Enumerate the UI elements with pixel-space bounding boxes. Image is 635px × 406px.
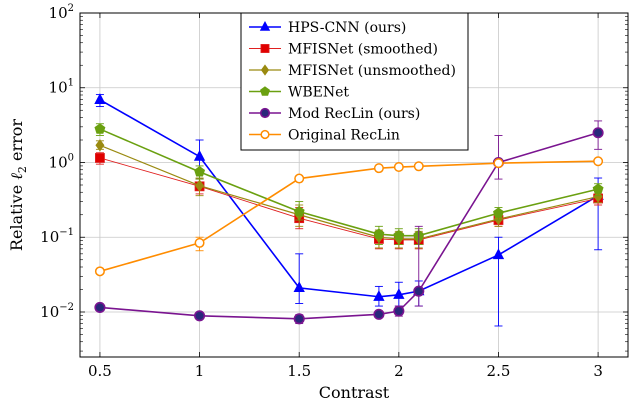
data-point-marker [393,162,404,173]
y-axis-label: Relative ℓ2 error [7,119,29,251]
y-tick-exponent: −2 [59,302,74,313]
y-tick-label: 10−1 [40,227,74,246]
series-line [99,128,599,237]
data-point-marker [373,163,384,174]
x-tick-label: 2 [394,362,404,380]
y-tick-exponent: 2 [68,3,74,14]
data-point-marker [194,237,205,248]
legend-label: MFISNet (smoothed) [288,42,438,58]
data-point-marker [592,127,604,139]
legend-item: Mod RecLin (ours) [249,106,420,122]
x-tick-label: 2.5 [487,362,511,380]
data-point-marker [260,86,270,96]
data-point-marker [94,123,106,134]
data-point-marker [373,308,385,320]
data-point-marker [259,20,271,31]
series-line [99,157,599,241]
y-tick-exponent: −1 [59,227,74,238]
series-5 [94,120,604,325]
data-point-marker [393,288,405,299]
series-layer [94,93,604,327]
data-point-marker [413,161,424,172]
legend-label: Original RecLin [288,128,400,144]
data-point-marker [259,107,271,119]
legend-label: HPS-CNN (ours) [288,20,406,36]
series-2 [95,152,604,250]
data-point-marker [293,281,305,293]
data-point-marker [260,129,270,140]
x-tick-label: 1 [195,362,205,380]
legend-item: HPS-CNN (ours) [249,20,406,36]
series-3 [95,139,603,249]
data-point-marker [195,179,205,192]
series-line [99,144,599,240]
y-tick-exponent: 0 [68,152,74,163]
data-point-marker [193,149,206,161]
x-tick-label: 3 [593,362,603,380]
data-point-marker [593,156,604,167]
y-tick-exponent: 1 [68,78,74,89]
data-point-marker [493,158,504,169]
data-point-marker [94,93,106,104]
series-line [99,160,599,273]
data-point-marker [294,173,305,184]
data-point-marker [94,266,105,277]
data-point-marker [95,153,105,163]
series-1 [94,93,604,327]
data-point-marker [593,190,603,203]
legend-box [240,12,469,151]
x-tick-label: 1.5 [287,362,311,380]
data-point-marker [194,310,206,322]
legend-item: MFISNet (smoothed) [249,42,438,58]
series-line [99,131,599,320]
data-point-marker [592,183,604,194]
x-tick-label: 0.5 [88,362,112,380]
series-6 [94,156,604,277]
legend-item: Original RecLin [249,128,400,144]
y-tick-label: 102 [49,3,74,22]
data-point-marker [413,285,425,297]
data-point-marker [293,313,305,325]
data-point-marker [493,207,504,218]
y-tick-label: 10−2 [40,302,74,321]
data-point-marker [293,205,305,217]
legend-item: MFISNet (unsmoothed) [249,63,456,79]
y-tick-label: 101 [49,78,74,97]
x-axis-label: Contrast [319,383,390,402]
legend-item: WBENet [249,85,349,101]
data-point-marker [95,139,105,152]
y-tick-label: 100 [49,152,74,171]
data-point-marker [260,44,270,53]
data-point-marker [194,166,206,177]
data-point-marker [492,248,505,260]
legend-label: MFISNet (unsmoothed) [288,63,456,79]
legend-label: Mod RecLin (ours) [288,106,420,122]
data-point-marker [393,305,405,317]
legend: HPS-CNN (ours) MFISNet (smoothed) MFISNet … [240,12,469,151]
data-point-marker [373,290,385,301]
legend-label: WBENet [288,85,349,101]
data-point-marker [373,228,385,239]
data-point-marker [94,301,106,314]
data-point-marker [393,229,405,241]
data-point-marker [260,64,270,76]
